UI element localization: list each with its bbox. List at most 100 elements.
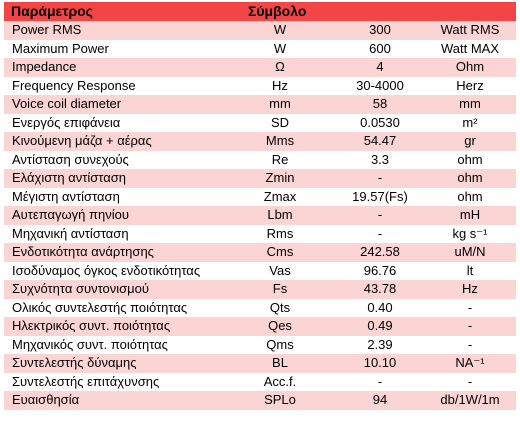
- cell-param: Ηλεκτρικός συντ. ποιότητας: [4, 317, 224, 336]
- cell-param: Συντελεστής επιτάχυνσης: [4, 372, 224, 391]
- table-row: Μηχανικός συντ. ποιότητας Qms 2.39-: [4, 335, 516, 354]
- cell-unit: Hz: [424, 280, 516, 299]
- cell-unit: Herz: [424, 76, 516, 95]
- cell-symbol: Mms: [224, 132, 336, 151]
- cell-param: Κινούμενη μάζα + αέρας: [4, 132, 224, 151]
- cell-symbol: W: [224, 39, 336, 58]
- cell-param: Μέγιστη αντίσταση: [4, 187, 224, 206]
- cell-value: 2.39: [336, 335, 424, 354]
- cell-value: -: [336, 206, 424, 225]
- cell-symbol: Re: [224, 150, 336, 169]
- cell-symbol: Zmin: [224, 169, 336, 188]
- cell-param: Ισοδύναμος όγκος ενδοτικότητας: [4, 261, 224, 280]
- cell-param: Frequency Response: [4, 76, 224, 95]
- cell-unit: NA⁻¹: [424, 354, 516, 373]
- cell-value: 600: [336, 39, 424, 58]
- cell-unit: ohm: [424, 150, 516, 169]
- table-row: Maximum Power W 600 Watt MAX: [4, 39, 516, 58]
- header-value: [336, 2, 424, 21]
- cell-symbol: Acc.f.: [224, 372, 336, 391]
- cell-unit: Watt RMS: [424, 21, 516, 40]
- table-row: Voice coil diameter mm 58 mm: [4, 95, 516, 114]
- cell-value: 0.49: [336, 317, 424, 336]
- table-row: Μέγιστη αντίσταση Zmax 19.57(Fs) ohm: [4, 187, 516, 206]
- cell-param: Αυτεπαγωγή πηνίου: [4, 206, 224, 225]
- cell-symbol: Qms: [224, 335, 336, 354]
- cell-param: Ενδοτικότητα ανάρτησης: [4, 243, 224, 262]
- cell-unit: uM/N: [424, 243, 516, 262]
- header-symbol: Σύμβολο: [224, 2, 336, 21]
- cell-unit: db/1W/1m: [424, 391, 516, 410]
- header-param: Παράμετρος: [4, 2, 224, 21]
- cell-value: -: [336, 224, 424, 243]
- cell-symbol: Hz: [224, 76, 336, 95]
- cell-symbol: Vas: [224, 261, 336, 280]
- cell-param: Ενεργός επιφάνεια: [4, 113, 224, 132]
- table-row: Κινούμενη μάζα + αέρας Mms 54.47 gr: [4, 132, 516, 151]
- table-row: Ευαισθησία SPLo 94 db/1W/1m: [4, 391, 516, 410]
- cell-unit: -: [424, 372, 516, 391]
- table-row: Αυτεπαγωγή πηνίου Lbm - mH: [4, 206, 516, 225]
- cell-value: 4: [336, 58, 424, 77]
- cell-param: Μηχανικός συντ. ποιότητας: [4, 335, 224, 354]
- table-row: Power RMS W 300 Watt RMS: [4, 21, 516, 40]
- cell-symbol: Qes: [224, 317, 336, 336]
- cell-symbol: Ω: [224, 58, 336, 77]
- cell-unit: Watt MAX: [424, 39, 516, 58]
- speaker-parameters-table: Παράμετρος Σύμβολο Power RMS W 300 Watt RMS…: [4, 2, 516, 410]
- cell-symbol: mm: [224, 95, 336, 114]
- cell-unit: -: [424, 298, 516, 317]
- cell-unit: lt: [424, 261, 516, 280]
- cell-unit: kg s⁻¹: [424, 224, 516, 243]
- table-row: Ισοδύναμος όγκος ενδοτικότητας Vas 96.76 lt: [4, 261, 516, 280]
- cell-param: Ευαισθησία: [4, 391, 224, 410]
- cell-unit: -: [424, 317, 516, 336]
- cell-symbol: Rms: [224, 224, 336, 243]
- cell-symbol: Lbm: [224, 206, 336, 225]
- cell-value: -: [336, 372, 424, 391]
- cell-value: 30-4000: [336, 76, 424, 95]
- table-row: Αντίσταση συνεχούς Re 3.3 ohm: [4, 150, 516, 169]
- cell-symbol: Qts: [224, 298, 336, 317]
- cell-value: -: [336, 169, 424, 188]
- header-unit: [424, 2, 516, 21]
- table-row: Impedance Ω 4 Ohm: [4, 58, 516, 77]
- cell-value: 43.78: [336, 280, 424, 299]
- table-row: Συντελεστής επιτάχυνσης Acc.f. - -: [4, 372, 516, 391]
- cell-symbol: SD: [224, 113, 336, 132]
- cell-param: Ολικός συντελεστής ποιότητας: [4, 298, 224, 317]
- cell-symbol: Cms: [224, 243, 336, 262]
- cell-symbol: BL: [224, 354, 336, 373]
- cell-value: 96.76: [336, 261, 424, 280]
- cell-unit: gr: [424, 132, 516, 151]
- cell-value: 58: [336, 95, 424, 114]
- cell-unit: mm: [424, 95, 516, 114]
- table-row: Συντελεστής δύναμης BL 10.10 NA⁻¹: [4, 354, 516, 373]
- cell-value: 3.3: [336, 150, 424, 169]
- table-row: Ηλεκτρικός συντ. ποιότητας Qes 0.49-: [4, 317, 516, 336]
- cell-param: Impedance: [4, 58, 224, 77]
- cell-symbol: Zmax: [224, 187, 336, 206]
- cell-param: Ελάχιστη αντίσταση: [4, 169, 224, 188]
- table-row: Ολικός συντελεστής ποιότητας Qts 0.40-: [4, 298, 516, 317]
- table-row: Ελάχιστη αντίσταση Zmin - ohm: [4, 169, 516, 188]
- cell-value: 19.57(Fs): [336, 187, 424, 206]
- cell-unit: -: [424, 335, 516, 354]
- cell-value: 10.10: [336, 354, 424, 373]
- table-row: Μηχανική αντίσταση Rms - kg s⁻¹: [4, 224, 516, 243]
- cell-unit: mH: [424, 206, 516, 225]
- cell-unit: m²: [424, 113, 516, 132]
- cell-param: Maximum Power: [4, 39, 224, 58]
- header-row: Παράμετρος Σύμβολο: [4, 2, 516, 21]
- table-row: Ενδοτικότητα ανάρτησης Cms 242.58 uM/N: [4, 243, 516, 262]
- cell-param: Συντελεστής δύναμης: [4, 354, 224, 373]
- cell-param: Αντίσταση συνεχούς: [4, 150, 224, 169]
- table-row: Frequency Response Hz 30-4000 Herz: [4, 76, 516, 95]
- cell-value: 54.47: [336, 132, 424, 151]
- cell-param: Power RMS: [4, 21, 224, 40]
- cell-symbol: Fs: [224, 280, 336, 299]
- cell-value: 300: [336, 21, 424, 40]
- cell-value: 0.0530: [336, 113, 424, 132]
- cell-symbol: SPLo: [224, 391, 336, 410]
- cell-unit: ohm: [424, 187, 516, 206]
